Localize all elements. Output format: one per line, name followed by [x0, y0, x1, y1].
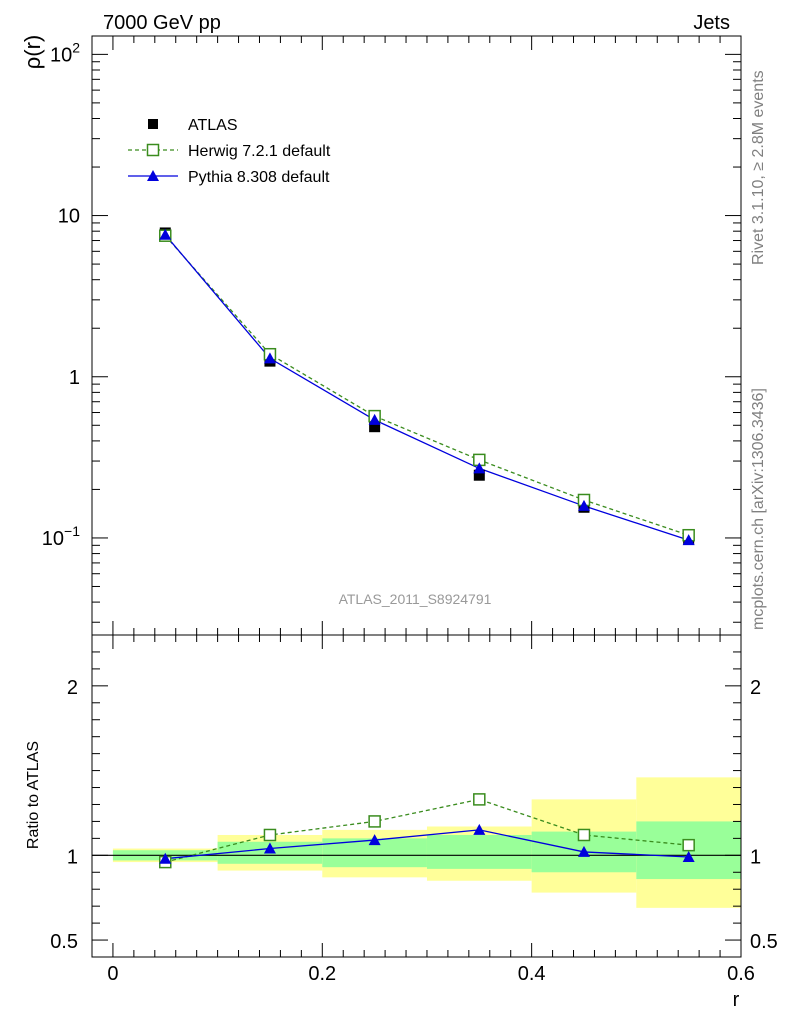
ratio-y-axis-title: Ratio to ATLAS [25, 741, 42, 849]
main-y-tick-label: 10 [58, 206, 80, 228]
legend-marker-pythia [147, 170, 159, 181]
pythia-line [164, 234, 689, 541]
main-y-tick-label: 102 [50, 39, 80, 66]
pythia-point [682, 534, 695, 546]
uncertainty-bands [112, 777, 741, 908]
herwig-line [164, 235, 689, 536]
pythia-point [473, 462, 486, 474]
main-y-tick-label: 10−1 [42, 523, 80, 550]
herwig-ratio-point [473, 793, 486, 806]
axis-ticks: 0 0.2 0.4 0.6 102 10 1 10−1 0.5 0.5 1 1 2 2 [42, 36, 778, 985]
data-series [159, 227, 695, 869]
legend-label-herwig: Herwig 7.2.1 default [188, 143, 331, 160]
herwig-ratio-point [263, 828, 277, 842]
pythia-point [263, 352, 276, 364]
x-tick-label: 0.2 [308, 963, 336, 985]
main-y-tick-label: 1 [69, 367, 80, 389]
ratio-y-tick-label-left: 2 [67, 677, 78, 699]
pythia-ratio-point [159, 852, 172, 864]
ratio-y-tick-label-left: 1 [67, 846, 78, 868]
herwig-ratio-point [368, 815, 381, 828]
header-collision-label: 7000 GeV pp [103, 12, 221, 34]
pythia-ratio-point [682, 851, 695, 863]
ratio-band-inner [426, 834, 532, 869]
pythia-ratio-point [577, 845, 590, 857]
legend: ATLAS Herwig 7.2.1 default Pythia 8.308 … [128, 117, 331, 186]
x-axis-title: r [733, 989, 740, 1011]
ratio-y-tick-label-right: 2 [750, 677, 761, 699]
ratio-plot-frame [91, 634, 742, 958]
header-category-label: Jets [693, 12, 730, 34]
pythia-point [368, 413, 381, 425]
legend-label-pythia: Pythia 8.308 default [188, 169, 330, 186]
pythia-point [577, 499, 590, 511]
pythia-ratio-line [165, 829, 689, 860]
x-tick-label: 0 [107, 963, 118, 985]
legend-marker-herwig [146, 143, 160, 157]
x-tick-label: 0.4 [518, 963, 546, 985]
mcplots-credit-label: mcplots.cern.ch [arXiv:1306.3436] [750, 388, 767, 630]
rivet-version-label: Rivet 3.1.10, ≥ 2.8M events [750, 70, 767, 265]
analysis-label: ATLAS_2011_S8924791 [339, 591, 492, 607]
svg-text:ρ(r): ρ(r) [20, 35, 45, 70]
herwig-ratio-point [682, 838, 695, 852]
atlas-point [369, 421, 381, 433]
ratio-y-tick-label-left: 0.5 [50, 931, 78, 953]
legend-marker-atlas [148, 119, 158, 129]
herwig-ratio-point [577, 828, 591, 842]
atlas-point [473, 469, 485, 481]
pythia-ratio-point [263, 842, 276, 854]
x-tick-label: 0.6 [727, 963, 755, 985]
ratio-y-tick-label-right: 1 [750, 846, 761, 868]
herwig-ratio-line [165, 798, 689, 863]
main-y-axis-title: ρ(r) [20, 35, 45, 70]
ratio-y-tick-label-right: 0.5 [750, 931, 778, 953]
pythia-ratio-point [368, 834, 381, 846]
legend-label-atlas: ATLAS [188, 117, 238, 134]
pythia-point [159, 228, 172, 240]
svg-text:Ratio to ATLAS: Ratio to ATLAS [25, 741, 42, 849]
pythia-ratio-point [473, 823, 486, 835]
